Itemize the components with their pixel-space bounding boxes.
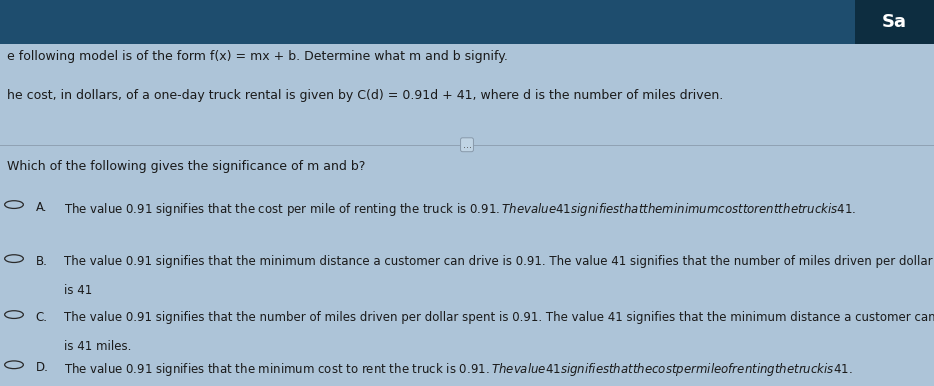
FancyBboxPatch shape [0, 0, 934, 44]
Text: Which of the following gives the significance of m and b?: Which of the following gives the signifi… [7, 160, 366, 173]
Text: D.: D. [35, 361, 49, 374]
Text: he cost, in dollars, of a one-day truck rental is given by C(d) = 0.91d + 41, wh: he cost, in dollars, of a one-day truck … [7, 89, 724, 102]
Text: The value 0.91 signifies that the minimum cost to rent the truck is $0.91. The v: The value 0.91 signifies that the minimu… [64, 361, 852, 378]
Text: The value 0.91 signifies that the cost per mile of renting the truck is $0.91. T: The value 0.91 signifies that the cost p… [64, 201, 856, 218]
FancyBboxPatch shape [855, 0, 934, 44]
Text: The value 0.91 signifies that the minimum distance a customer can drive is 0.91.: The value 0.91 signifies that the minimu… [64, 255, 934, 268]
Text: ...: ... [462, 140, 472, 150]
Text: is 41 miles.: is 41 miles. [64, 340, 131, 353]
Text: Sa: Sa [882, 13, 907, 31]
Text: The value 0.91 signifies that the number of miles driven per dollar spent is 0.9: The value 0.91 signifies that the number… [64, 311, 934, 324]
Text: A.: A. [35, 201, 47, 214]
Text: C.: C. [35, 311, 48, 324]
Text: e following model is of the form f(x) = mx + b. Determine what m and b signify.: e following model is of the form f(x) = … [7, 50, 508, 63]
Text: B.: B. [35, 255, 48, 268]
Text: is 41: is 41 [64, 284, 92, 297]
